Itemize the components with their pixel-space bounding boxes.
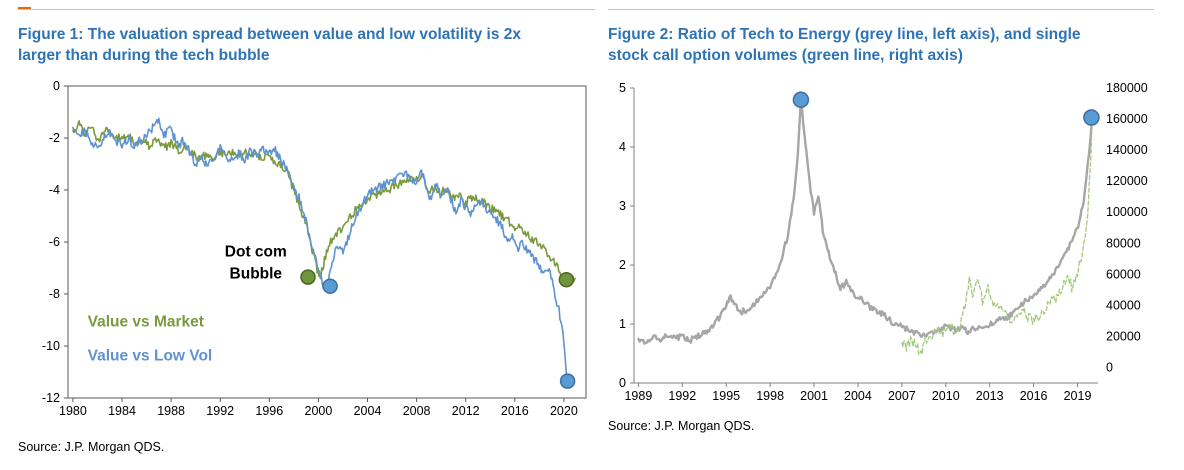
y2-tick-label: 80000 [1106, 236, 1141, 250]
annotation-dot-com: Dot com [225, 243, 287, 260]
y-tick-label: 3 [619, 199, 626, 213]
x-tick-label: 2001 [800, 389, 828, 403]
highlight-marker [300, 269, 316, 285]
y2-tick-label: 0 [1106, 360, 1113, 374]
series-ratio-of-tech-to-energy [637, 98, 1094, 345]
highlight-marker [559, 373, 576, 389]
legend-value-vs-low-vol: Value vs Low Vol [88, 347, 213, 364]
y-tick-label: -12 [42, 391, 60, 405]
x-tick-label: 2012 [452, 404, 480, 418]
x-tick-label: 1995 [712, 389, 740, 403]
x-tick-label: 2013 [976, 389, 1004, 403]
figure-1-title: Figure 1: The valuation spread between v… [18, 24, 596, 66]
y2-tick-label: 120000 [1106, 174, 1148, 188]
figure-2-title: Figure 2: Ratio of Tech to Energy (grey … [608, 24, 1164, 66]
figure-2-chart: 1989 1992 1995 1998 2001 2004 2007 2010 2013 2016… [619, 81, 1148, 403]
figure-1-source: Source: J.P. Morgan QDS. [18, 440, 165, 454]
figure-1-title-line-2: larger than during the tech bubble [18, 47, 270, 64]
top-rule-left [18, 9, 595, 10]
x-tick-label: 2007 [888, 389, 916, 403]
legend-value-vs-market: Value vs Market [88, 314, 204, 331]
x-tick-label: 2016 [1020, 389, 1048, 403]
y-tick-label: 4 [619, 140, 626, 154]
x-tick-label: 1989 [624, 389, 652, 403]
figure-1-panel: Figure 1: The valuation spread between v… [18, 24, 596, 454]
x-tick-label: 2010 [932, 389, 960, 403]
y-tick-label: 2 [619, 258, 626, 272]
highlight-marker [322, 278, 338, 294]
x-tick-label: 1992 [668, 389, 696, 403]
y-tick-label: 0 [619, 376, 626, 390]
x-tick-label: 2008 [403, 404, 431, 418]
x-tick-label: 1984 [108, 404, 136, 418]
y2-tick-label: 60000 [1106, 267, 1141, 281]
x-tick-label: 2000 [305, 404, 333, 418]
x-tick-label: 2004 [844, 389, 872, 403]
figure-2-title-line-2: stock call option volumes (green line, r… [608, 47, 963, 64]
x-tick-label: 2019 [1064, 389, 1092, 403]
x-tick-label: 2004 [354, 404, 382, 418]
figure-1-title-line-1: Figure 1: The valuation spread between v… [18, 26, 522, 43]
y2-tick-label: 140000 [1106, 143, 1148, 157]
y-tick-label: 5 [619, 81, 626, 95]
top-left-accent-mark [18, 7, 31, 10]
top-rule-right [608, 9, 1154, 10]
y2-tick-label: 20000 [1106, 329, 1141, 343]
x-tick-label: 2016 [501, 404, 529, 418]
y-tick-label: -10 [42, 339, 60, 353]
figure-2-panel: Figure 2: Ratio of Tech to Energy (grey … [608, 24, 1164, 433]
highlight-marker [792, 91, 810, 109]
figure-2-title-line-1: Figure 2: Ratio of Tech to Energy (grey … [608, 26, 1081, 43]
x-tick-label: 2020 [550, 404, 578, 418]
x-tick-label: 1996 [255, 404, 283, 418]
y2-tick-label: 180000 [1106, 81, 1148, 95]
x-tick-label: 1998 [756, 389, 784, 403]
y-tick-label: -8 [49, 287, 60, 301]
y-tick-label: 1 [619, 317, 626, 331]
y-tick-label: -2 [49, 131, 60, 145]
annotation-bubble: Bubble [230, 265, 283, 282]
y-tick-label: -6 [49, 235, 60, 249]
y2-tick-label: 100000 [1106, 205, 1148, 219]
series-value-vs-low-vol [72, 117, 569, 382]
figure-1-chart: 1980 1984 1988 1992 1996 2000 2004 2008 2012 2016… [42, 79, 587, 418]
series-value-vs-market [72, 119, 576, 283]
series-single-stock-call-option-volumes [901, 121, 1093, 355]
x-tick-label: 1992 [206, 404, 234, 418]
y-tick-label: -4 [49, 183, 60, 197]
y2-tick-label: 40000 [1106, 298, 1141, 312]
y-tick-label: 0 [53, 79, 60, 93]
highlight-marker [558, 271, 575, 288]
highlight-marker [1083, 109, 1100, 126]
x-tick-label: 1980 [59, 404, 87, 418]
figure-2-source: Source: J.P. Morgan QDS. [608, 419, 755, 433]
y2-tick-label: 160000 [1106, 112, 1148, 126]
x-tick-label: 1988 [157, 404, 185, 418]
